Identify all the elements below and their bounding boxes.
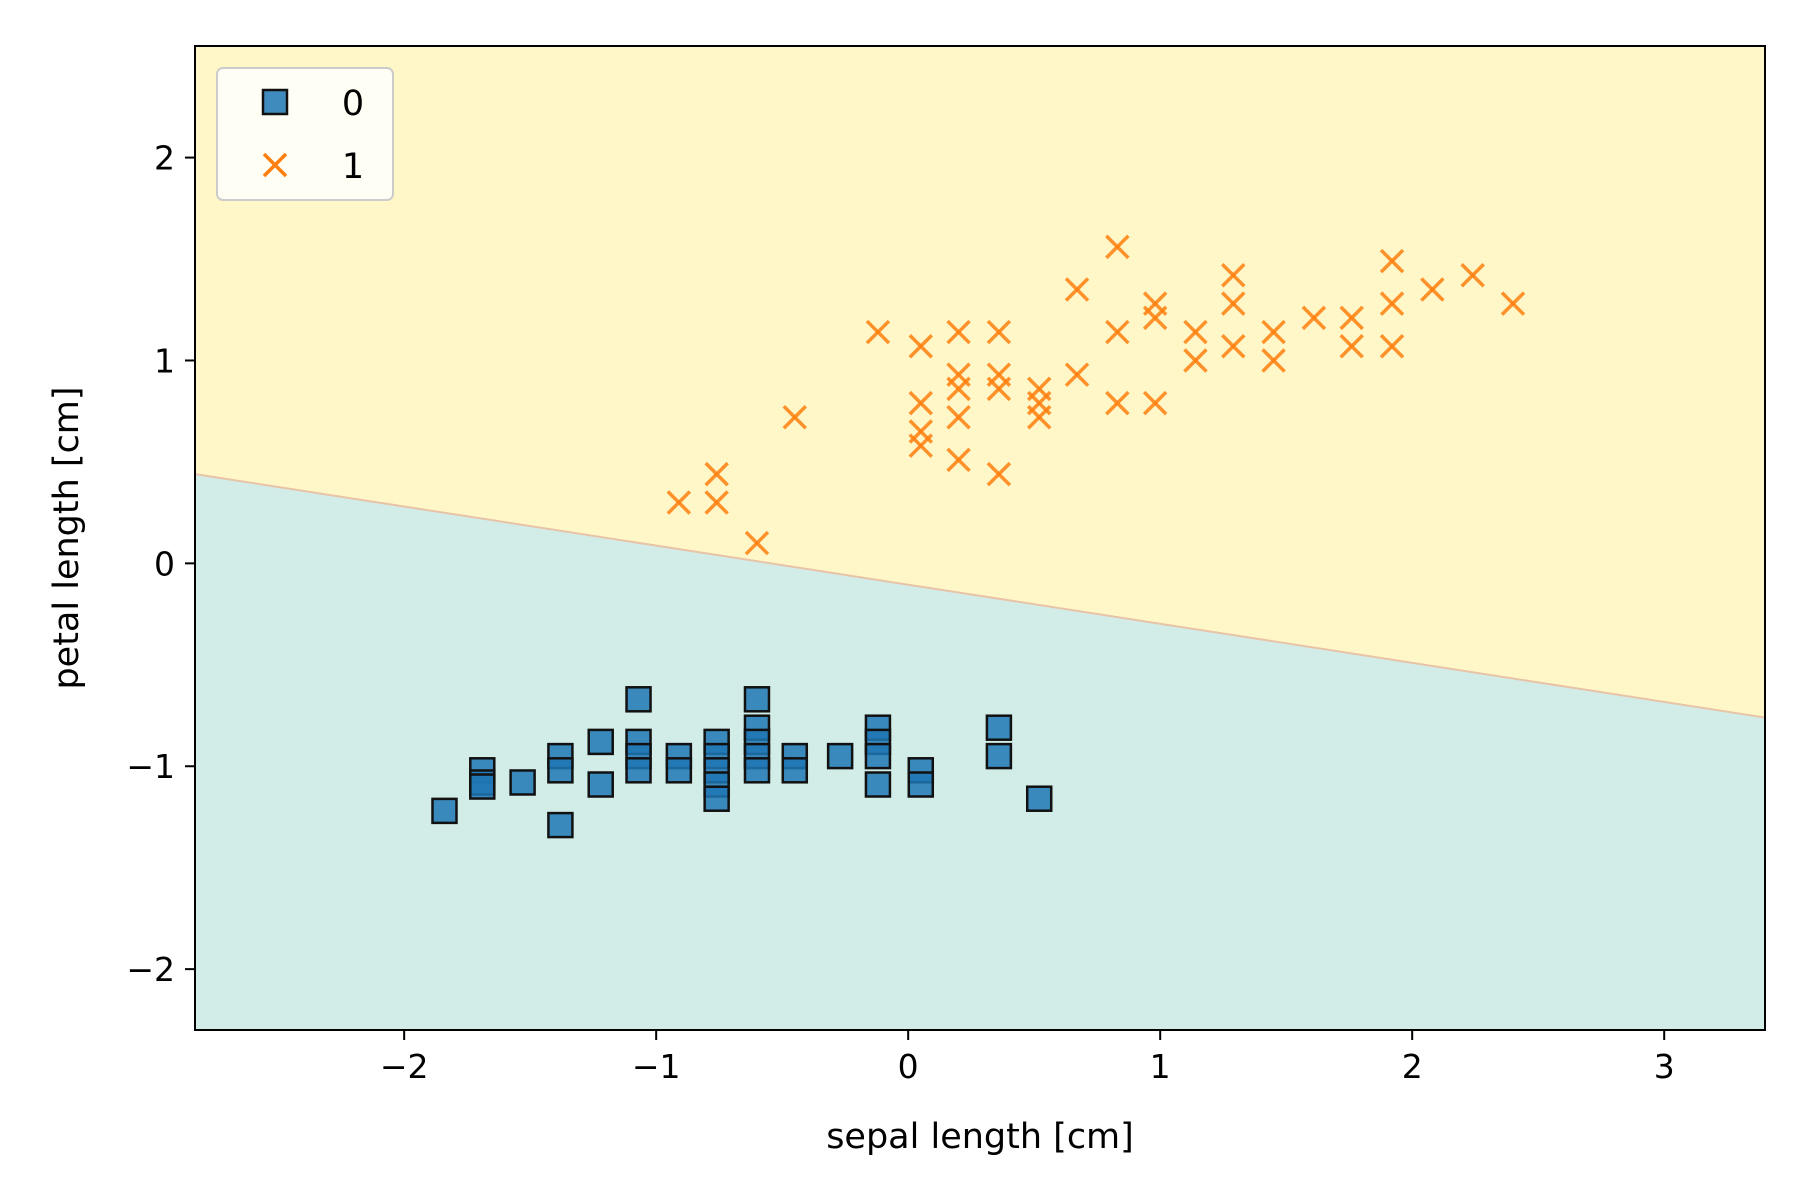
point-class-0 bbox=[743, 757, 771, 784]
y-tick-label: −1 bbox=[126, 747, 175, 786]
point-class-1 bbox=[1379, 291, 1405, 316]
point-class-1 bbox=[704, 461, 729, 487]
point-class-1 bbox=[1064, 277, 1090, 302]
point-class-1 bbox=[1221, 263, 1246, 288]
point-class-0 bbox=[625, 757, 652, 784]
x-tick-label: 0 bbox=[898, 1047, 919, 1086]
x-axis-title: sepal length [cm] bbox=[826, 1117, 1134, 1157]
point-class-0 bbox=[743, 686, 771, 713]
point-class-1 bbox=[865, 319, 891, 345]
point-class-1 bbox=[1339, 305, 1364, 331]
point-class-1 bbox=[986, 461, 1012, 487]
point-class-1 bbox=[946, 362, 971, 387]
point-class-0 bbox=[665, 757, 693, 784]
legend-square-marker bbox=[261, 88, 289, 116]
point-class-1 bbox=[1261, 348, 1286, 373]
point-class-0 bbox=[547, 811, 574, 839]
x-tick-label: −1 bbox=[632, 1047, 681, 1086]
point-class-0 bbox=[826, 742, 854, 770]
y-tick-label: 2 bbox=[154, 139, 175, 178]
point-class-1 bbox=[1379, 334, 1405, 359]
point-class-1 bbox=[986, 362, 1012, 387]
decision-region-class-0 bbox=[195, 474, 1765, 1031]
y-axis: −2 −1 0 1 2 bbox=[126, 139, 195, 989]
point-class-1 bbox=[1261, 319, 1286, 345]
x-tick-label: 2 bbox=[1402, 1047, 1423, 1086]
point-class-1 bbox=[946, 405, 971, 430]
point-class-1 bbox=[1183, 319, 1208, 345]
point-class-0 bbox=[469, 773, 496, 800]
axes-frame bbox=[194, 45, 1766, 1031]
point-class-1 bbox=[1142, 390, 1168, 416]
point-class-1 bbox=[908, 390, 934, 416]
point-class-1 bbox=[1301, 305, 1327, 331]
legend-label-class-0: 0 bbox=[342, 84, 364, 124]
point-class-0 bbox=[985, 742, 1013, 770]
point-class-1 bbox=[704, 490, 729, 515]
x-axis: −2 −1 0 1 2 3 bbox=[380, 1030, 1675, 1086]
legend-label-class-1: 1 bbox=[342, 147, 364, 187]
point-class-0 bbox=[587, 728, 614, 756]
decision-region-class-1 bbox=[195, 46, 1765, 718]
point-class-1 bbox=[908, 419, 934, 444]
point-class-1 bbox=[782, 405, 808, 430]
point-class-0 bbox=[703, 785, 730, 812]
point-class-0 bbox=[587, 771, 614, 798]
point-class-1 bbox=[1420, 277, 1445, 302]
point-class-1 bbox=[908, 334, 934, 359]
point-class-1 bbox=[1379, 248, 1405, 274]
point-class-0 bbox=[907, 771, 935, 798]
point-class-1 bbox=[946, 447, 971, 473]
point-class-0 bbox=[509, 769, 536, 796]
y-tick-label: 0 bbox=[154, 544, 175, 583]
point-class-1 bbox=[1221, 291, 1246, 316]
decision-boundary-line bbox=[194, 473, 1766, 719]
x-tick-label: −2 bbox=[380, 1047, 429, 1086]
point-class-1 bbox=[1105, 390, 1130, 416]
point-class-1 bbox=[1460, 263, 1485, 288]
point-class-1 bbox=[1500, 291, 1526, 316]
plot-area bbox=[194, 46, 1766, 1031]
x-tick-label: 1 bbox=[1150, 1047, 1171, 1086]
point-class-1 bbox=[1339, 334, 1364, 359]
point-class-0 bbox=[625, 686, 652, 713]
point-class-0 bbox=[547, 757, 574, 784]
point-class-0 bbox=[864, 742, 892, 770]
point-class-0 bbox=[1025, 785, 1053, 812]
data-points bbox=[431, 234, 1526, 839]
point-class-1 bbox=[1105, 234, 1130, 260]
point-class-0 bbox=[985, 714, 1013, 741]
point-class-0 bbox=[431, 797, 458, 825]
legend-box bbox=[216, 67, 394, 201]
x-tick-label: 3 bbox=[1654, 1047, 1675, 1086]
point-class-1 bbox=[1142, 291, 1168, 316]
y-tick-label: 1 bbox=[154, 341, 175, 380]
point-class-1 bbox=[946, 319, 971, 345]
point-class-1 bbox=[1183, 348, 1208, 373]
y-tick-label: −2 bbox=[126, 950, 175, 989]
legend-x-marker bbox=[262, 152, 288, 178]
point-class-1 bbox=[1105, 319, 1130, 345]
legend: 01 bbox=[216, 67, 394, 201]
point-class-1 bbox=[666, 490, 692, 515]
point-class-0 bbox=[864, 771, 892, 798]
point-class-1 bbox=[986, 319, 1012, 345]
point-class-1 bbox=[1026, 376, 1052, 402]
point-class-0 bbox=[781, 757, 809, 784]
point-class-1 bbox=[1221, 334, 1246, 359]
point-class-1 bbox=[744, 530, 770, 556]
point-class-1 bbox=[1064, 362, 1090, 387]
y-axis-title: petal length [cm] bbox=[47, 386, 87, 689]
